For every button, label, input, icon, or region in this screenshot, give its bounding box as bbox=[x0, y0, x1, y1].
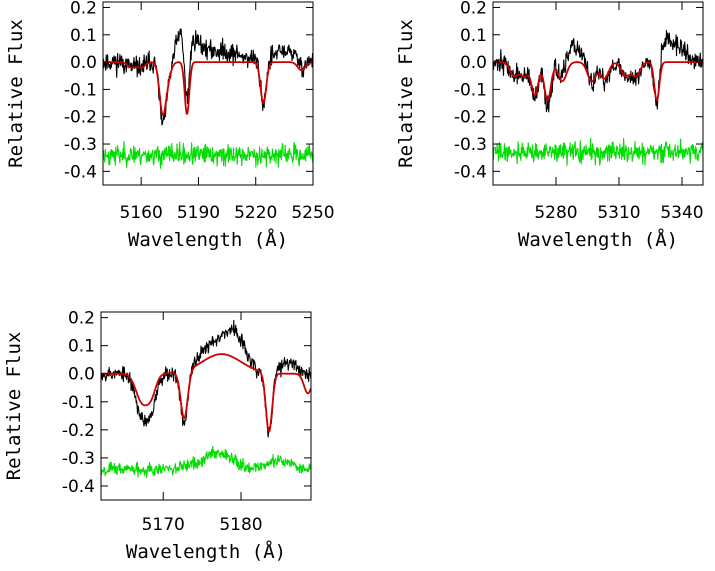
x-tick-label: 5170 bbox=[142, 515, 185, 535]
y-tick-label: -0.1 bbox=[454, 80, 487, 100]
observed-spectrum-line bbox=[101, 319, 311, 438]
y-tick-label: -0.3 bbox=[62, 449, 95, 469]
y-tick-label: -0.2 bbox=[64, 108, 97, 128]
model-spectrum-line bbox=[101, 353, 311, 433]
x-tick-label: 5180 bbox=[219, 515, 262, 535]
y-tick-label: 0.1 bbox=[460, 26, 487, 46]
panel-bottom-left: 0.2 0.1 0.0 -0.1 -0.2 -0.3 -0.4 5170 5180 Wavelen… bbox=[3, 309, 312, 563]
y-tick-label: -0.1 bbox=[64, 80, 97, 100]
residual-spectrum-line bbox=[103, 140, 313, 169]
y-tick-label: 0.2 bbox=[70, 0, 97, 18]
x-axis-title: Wavelength (Å) bbox=[126, 540, 286, 563]
y-axis-title: Relative Flux bbox=[5, 19, 27, 168]
y-tick-label: 0.2 bbox=[460, 0, 487, 18]
y-tick-label: 0.1 bbox=[70, 26, 97, 46]
panel-top-right: 0.2 0.1 0.0 -0.1 -0.2 -0.3 -0.4 5280 5310 5340 Wav… bbox=[395, 0, 704, 251]
y-axis-title: Relative Flux bbox=[395, 19, 417, 168]
plot-frame bbox=[100, 311, 312, 501]
y-tick-label: 0.0 bbox=[70, 53, 97, 73]
y-tick-label: 0.0 bbox=[68, 365, 95, 385]
y-tick-label: 0.1 bbox=[68, 337, 95, 357]
model-spectrum-line bbox=[103, 61, 313, 116]
y-tick-label: -0.2 bbox=[454, 108, 487, 128]
x-tick-label: 5250 bbox=[291, 203, 334, 223]
x-axis-title: Wavelength (Å) bbox=[128, 228, 288, 251]
y-tick-label: -0.4 bbox=[62, 477, 95, 497]
y-tick-label: 0.0 bbox=[460, 53, 487, 73]
y-tick-label: -0.4 bbox=[64, 162, 97, 182]
observed-spectrum-line bbox=[103, 28, 313, 126]
x-tick-label: 5280 bbox=[534, 203, 577, 223]
y-tick-label: 0.2 bbox=[68, 309, 95, 329]
residual-spectrum-line bbox=[101, 445, 311, 478]
observed-spectrum-line bbox=[493, 29, 703, 113]
model-spectrum-line bbox=[493, 61, 703, 102]
x-axis-title: Wavelength (Å) bbox=[518, 228, 678, 251]
residual-spectrum-line bbox=[493, 137, 703, 166]
y-tick-label: -0.4 bbox=[454, 162, 487, 182]
x-tick-label: 5220 bbox=[234, 203, 277, 223]
plot-frame bbox=[102, 1, 314, 186]
panel-top-left: 0.2 0.1 0.0 -0.1 -0.2 -0.3 -0.4 5160 5190 5220 525… bbox=[5, 0, 335, 251]
x-tick-label: 5310 bbox=[597, 203, 640, 223]
y-tick-label: -0.2 bbox=[62, 421, 95, 441]
y-tick-label: -0.1 bbox=[62, 393, 95, 413]
x-tick-label: 5340 bbox=[660, 203, 703, 223]
y-tick-label: -0.3 bbox=[64, 135, 97, 155]
x-tick-label: 5160 bbox=[120, 203, 163, 223]
plot-frame bbox=[492, 1, 704, 186]
y-axis-title: Relative Flux bbox=[3, 332, 25, 481]
x-tick-label: 5190 bbox=[177, 203, 220, 223]
y-tick-label: -0.3 bbox=[454, 135, 487, 155]
